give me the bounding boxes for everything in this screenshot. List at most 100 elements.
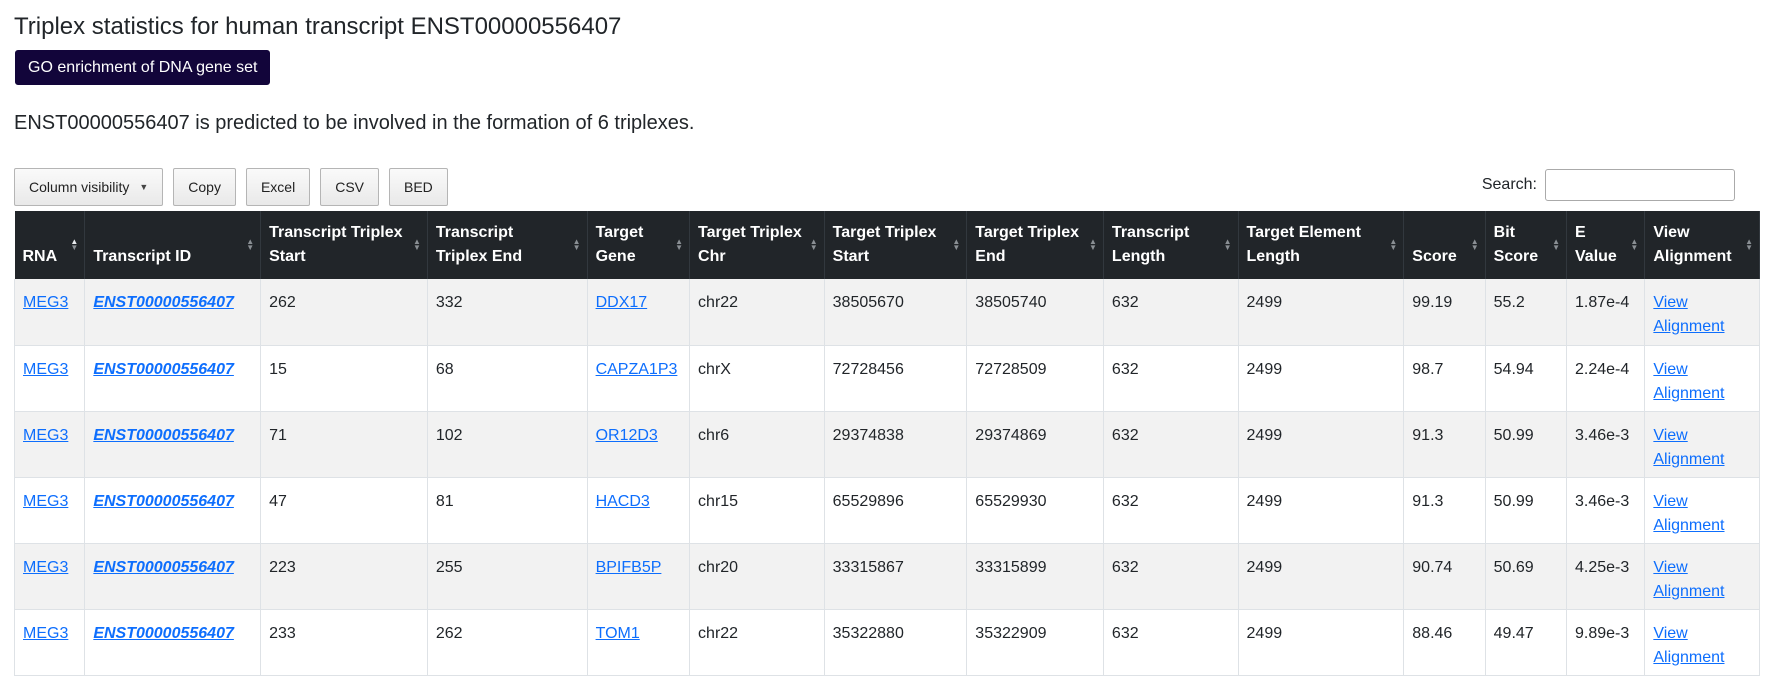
cell-view-alignment: View Alignment — [1644, 279, 1760, 346]
cell-transcript-id: ENST00000556407 — [84, 345, 262, 412]
column-header-score[interactable]: Score ▲ ▼ — [1403, 211, 1486, 279]
column-header-transcript-length[interactable]: Transcript Length ▲ ▼ — [1103, 211, 1239, 279]
cell-target-triplex-end: 35322909 — [966, 609, 1104, 676]
rna-link[interactable]: MEG3 — [23, 294, 69, 311]
column-header-rna[interactable]: RNA ▲ ▼ — [14, 211, 86, 279]
transcript-id-link[interactable]: ENST00000556407 — [93, 294, 234, 311]
transcript-id-link[interactable]: ENST00000556407 — [93, 624, 234, 642]
copy-button[interactable]: Copy — [173, 168, 236, 206]
sort-icon: ▲ ▼ — [675, 237, 684, 252]
cell-transcript-id: ENST00000556407 — [84, 543, 262, 610]
sort-icon: ▲ ▼ — [412, 237, 421, 252]
cell-target-gene: TOM1 — [587, 609, 691, 676]
transcript-id-link[interactable]: ENST00000556407 — [93, 558, 234, 576]
view-alignment-link[interactable]: View Alignment — [1653, 360, 1725, 402]
cell-rna: MEG3 — [13, 411, 86, 478]
column-header-transcript-triplex-start[interactable]: Transcript Triplex Start ▲ ▼ — [260, 211, 428, 279]
cell-target-element-length: 2499 — [1238, 411, 1405, 478]
cell-bit-score: 54.94 — [1485, 345, 1568, 412]
column-header-transcript-id[interactable]: Transcript ID ▲ ▼ — [84, 211, 262, 279]
cell-view-alignment: View Alignment — [1644, 609, 1760, 676]
cell-e-value: 1.87e-4 — [1566, 279, 1646, 346]
cell-target-triplex-end: 33315899 — [966, 543, 1104, 610]
transcript-id-link[interactable]: ENST00000556407 — [93, 426, 234, 444]
cell-target-gene: CAPZA1P3 — [587, 345, 691, 412]
cell-target-triplex-start: 35322880 — [824, 609, 968, 676]
sort-icon: ▲ ▼ — [1223, 237, 1232, 252]
transcript-id-link[interactable]: ENST00000556407 — [93, 492, 234, 510]
sort-icon: ▲ ▼ — [246, 237, 255, 252]
target-gene-link[interactable]: CAPZA1P3 — [595, 360, 678, 378]
view-alignment-link[interactable]: View Alignment — [1653, 492, 1725, 534]
cell-target-triplex-chr: chr6 — [689, 411, 825, 478]
rna-link[interactable]: MEG3 — [23, 558, 69, 576]
column-header-label: E Value — [1575, 224, 1617, 265]
column-header-label: Target Gene — [595, 224, 644, 265]
column-header-target-triplex-chr[interactable]: Target Triplex Chr ▲ ▼ — [689, 211, 825, 279]
view-alignment-link[interactable]: View Alignment — [1653, 294, 1725, 335]
transcript-id-link[interactable]: ENST00000556407 — [93, 360, 234, 378]
cell-e-value: 4.25e-3 — [1566, 543, 1646, 610]
excel-button[interactable]: Excel — [245, 168, 311, 206]
cell-score: 99.19 — [1403, 279, 1486, 346]
column-header-e-value[interactable]: E Value ▲ ▼ — [1566, 211, 1646, 279]
target-gene-link[interactable]: OR12D3 — [595, 426, 658, 444]
cell-bit-score: 55.2 — [1485, 279, 1568, 346]
table-row: MEG3 ENST00000556407 47 81 HACD3 chr15 6… — [13, 477, 1760, 544]
column-header-target-gene[interactable]: Target Gene ▲ ▼ — [587, 211, 691, 279]
column-header-view-alignment[interactable]: View Alignment ▲ ▼ — [1644, 211, 1760, 279]
sort-icon: ▲ ▼ — [572, 237, 581, 252]
csv-button[interactable]: CSV — [320, 168, 379, 206]
cell-transcript-triplex-start: 233 — [260, 609, 428, 676]
cell-transcript-triplex-end: 255 — [427, 543, 588, 610]
view-alignment-link[interactable]: View Alignment — [1653, 426, 1725, 468]
cell-transcript-length: 632 — [1103, 279, 1239, 346]
sort-icon: ▲ ▼ — [70, 237, 79, 252]
cell-view-alignment: View Alignment — [1644, 411, 1760, 478]
column-header-target-triplex-start[interactable]: Target Triplex Start ▲ ▼ — [824, 211, 968, 279]
cell-target-triplex-chr: chr15 — [689, 477, 825, 544]
cell-score: 91.3 — [1403, 411, 1486, 478]
column-header-transcript-triplex-end[interactable]: Transcript Triplex End ▲ ▼ — [427, 211, 588, 279]
target-gene-link[interactable]: HACD3 — [595, 492, 650, 510]
column-header-target-triplex-end[interactable]: Target Triplex End ▲ ▼ — [966, 211, 1104, 279]
cell-target-gene: DDX17 — [587, 279, 691, 346]
target-gene-link[interactable]: DDX17 — [595, 294, 648, 311]
cell-bit-score: 50.69 — [1485, 543, 1568, 610]
target-gene-link[interactable]: TOM1 — [595, 624, 640, 642]
view-alignment-link[interactable]: View Alignment — [1653, 624, 1725, 666]
search-input[interactable] — [1545, 169, 1735, 201]
cell-target-triplex-end: 65529930 — [966, 477, 1104, 544]
sort-icon: ▲ ▼ — [1389, 237, 1398, 252]
cell-transcript-triplex-end: 68 — [427, 345, 588, 412]
bed-button[interactable]: BED — [389, 168, 448, 206]
column-header-bit-score[interactable]: Bit Score ▲ ▼ — [1485, 211, 1568, 279]
cell-rna: MEG3 — [13, 477, 86, 544]
go-enrichment-button[interactable]: GO enrichment of DNA gene set — [15, 50, 271, 85]
triplex-table: RNA ▲ ▼ Transcript ID ▲ ▼ Transcript Triplex… — [13, 211, 1760, 676]
cell-target-triplex-chr: chr20 — [689, 543, 825, 610]
table-row: MEG3 ENST00000556407 15 68 CAPZA1P3 chrX… — [13, 345, 1760, 412]
rna-link[interactable]: MEG3 — [23, 624, 69, 642]
page-title: Triplex statistics for human transcript … — [14, 13, 622, 40]
cell-transcript-triplex-end: 81 — [427, 477, 588, 544]
rna-link[interactable]: MEG3 — [23, 360, 69, 378]
cell-target-triplex-start: 29374838 — [824, 411, 968, 478]
cell-view-alignment: View Alignment — [1644, 543, 1760, 610]
column-visibility-button[interactable]: Column visibility ▼ — [14, 168, 164, 206]
cell-target-element-length: 2499 — [1238, 477, 1405, 544]
target-gene-link[interactable]: BPIFB5P — [595, 558, 662, 576]
cell-target-triplex-start: 72728456 — [824, 345, 968, 412]
cell-transcript-triplex-end: 262 — [427, 609, 588, 676]
table-toolbar: Column visibility ▼ Copy Excel CSV BED — [14, 168, 458, 206]
cell-transcript-length: 632 — [1103, 411, 1239, 478]
column-header-label: Transcript Triplex Start — [269, 224, 403, 265]
column-header-target-element-length[interactable]: Target Element Length ▲ ▼ — [1238, 211, 1405, 279]
rna-link[interactable]: MEG3 — [23, 426, 69, 444]
cell-target-gene: BPIFB5P — [587, 543, 691, 610]
sort-icon: ▲ ▼ — [1630, 237, 1639, 252]
rna-link[interactable]: MEG3 — [23, 492, 69, 510]
view-alignment-link[interactable]: View Alignment — [1653, 558, 1725, 600]
cell-target-triplex-end: 72728509 — [966, 345, 1104, 412]
cell-bit-score: 49.47 — [1485, 609, 1568, 676]
